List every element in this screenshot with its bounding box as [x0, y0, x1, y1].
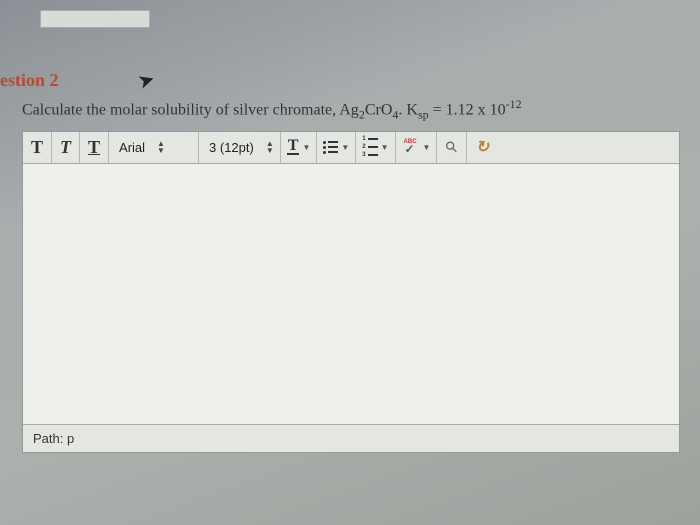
font-size-value: 3 (12pt): [209, 140, 254, 155]
bullet-list-icon: [323, 141, 338, 154]
top-input-field[interactable]: [40, 10, 150, 28]
redo-button[interactable]: ↻: [467, 132, 497, 163]
chevron-down-icon: ▼: [341, 143, 349, 152]
formula-cro: CrO: [365, 101, 393, 118]
numbered-list-button[interactable]: 1 2 3 ▼: [356, 132, 395, 163]
chevron-down-icon: ▼: [381, 143, 389, 152]
chevron-down-icon: ▼: [423, 143, 431, 152]
spinner-icon: ▲▼: [260, 140, 274, 154]
spellcheck-icon: ABC ✓: [402, 139, 420, 155]
spinner-icon: ▲▼: [151, 140, 165, 154]
font-family-value: Arial: [119, 140, 145, 155]
editor-textarea[interactable]: [23, 164, 679, 424]
bold-button[interactable]: T: [23, 132, 52, 163]
attachment-button[interactable]: ⚲: [437, 132, 467, 163]
spellcheck-button[interactable]: ABC ✓ ▼: [396, 132, 438, 163]
prompt-after: . K: [398, 101, 418, 118]
font-family-select[interactable]: Arial ▲▼: [109, 132, 199, 163]
underline-button[interactable]: T: [80, 132, 109, 163]
bullet-list-button[interactable]: ▼: [317, 132, 356, 163]
editor-toolbar: T T T Arial ▲▼ 3 (12pt) ▲▼ T ▼: [23, 132, 679, 164]
question-heading: estion 2: [0, 70, 700, 91]
path-label: Path: p: [33, 431, 74, 446]
question-prompt: Calculate the molar solubility of silver…: [22, 97, 700, 123]
text-color-icon: T: [287, 139, 300, 155]
ksp-eq: = 1.12 x 10: [429, 101, 506, 118]
italic-button[interactable]: T: [52, 132, 80, 163]
ksp-exp: -12: [506, 97, 522, 111]
chevron-down-icon: ▼: [302, 143, 310, 152]
font-size-select[interactable]: 3 (12pt) ▲▼: [199, 132, 281, 163]
redo-icon: ↻: [476, 137, 489, 157]
paperclip-icon: ⚲: [442, 137, 463, 158]
prompt-prefix: Calculate the molar solubility of silver…: [22, 101, 359, 118]
numbered-list-icon: 1 2 3: [362, 136, 377, 158]
text-color-button[interactable]: T ▼: [281, 132, 318, 163]
ksp-sub: sp: [418, 108, 429, 122]
rich-text-editor: T T T Arial ▲▼ 3 (12pt) ▲▼ T ▼: [22, 131, 680, 453]
editor-path: Path: p: [23, 424, 679, 452]
